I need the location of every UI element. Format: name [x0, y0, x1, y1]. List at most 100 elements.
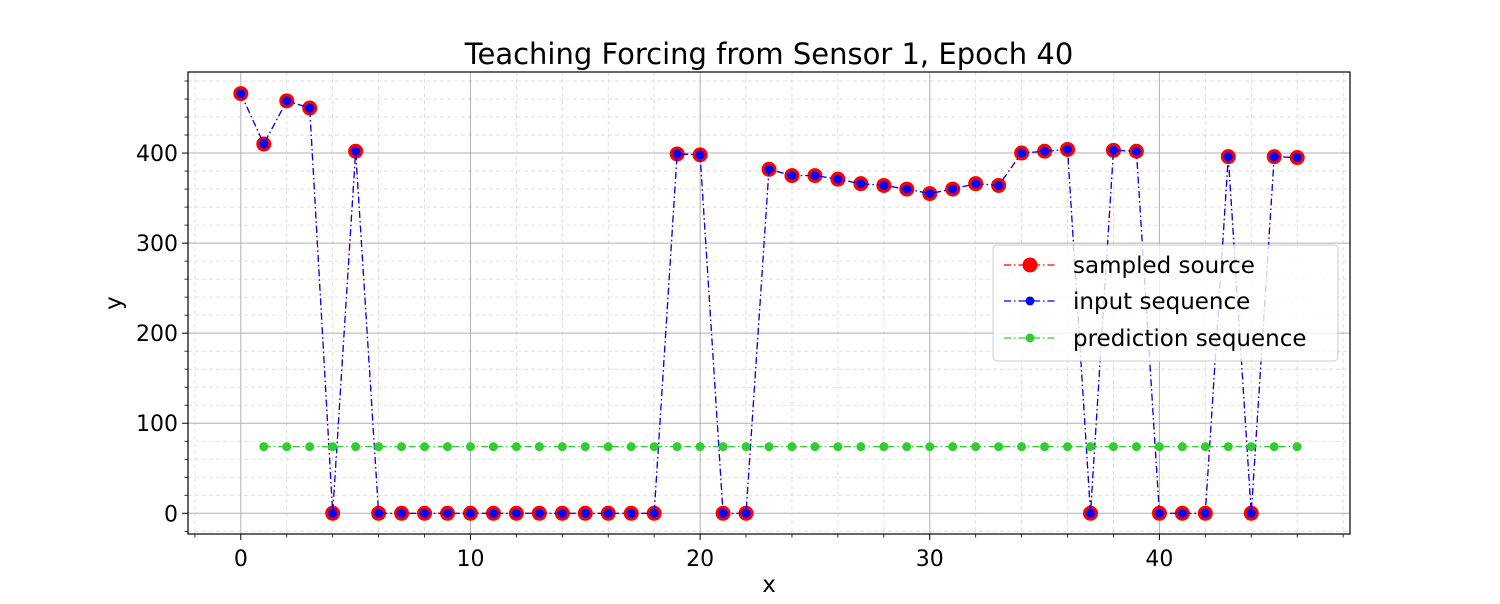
data-point-input-sequence — [787, 171, 797, 181]
data-point-input-sequence — [1131, 146, 1141, 156]
data-point-prediction-sequence — [1131, 442, 1141, 452]
data-point-input-sequence — [1086, 508, 1096, 518]
data-point-prediction-sequence — [649, 442, 659, 452]
legend-marker-prediction-sequence — [1025, 333, 1035, 343]
data-point-prediction-sequence — [488, 442, 498, 452]
data-point-input-sequence — [672, 149, 682, 159]
data-point-prediction-sequence — [856, 442, 866, 452]
data-point-input-sequence — [397, 508, 407, 518]
data-point-input-sequence — [948, 184, 958, 194]
y-tick-label: 200 — [136, 322, 178, 347]
data-point-input-sequence — [741, 508, 751, 518]
data-point-input-sequence — [1269, 152, 1279, 162]
data-point-prediction-sequence — [1108, 442, 1118, 452]
data-point-prediction-sequence — [397, 442, 407, 452]
data-point-input-sequence — [465, 508, 475, 518]
data-point-input-sequence — [879, 180, 889, 190]
data-point-prediction-sequence — [1177, 442, 1187, 452]
data-point-prediction-sequence — [902, 442, 912, 452]
data-point-prediction-sequence — [351, 442, 361, 452]
data-point-prediction-sequence — [764, 442, 774, 452]
data-point-prediction-sequence — [374, 442, 384, 452]
data-point-input-sequence — [557, 508, 567, 518]
data-point-input-sequence — [236, 89, 246, 99]
data-point-input-sequence — [534, 508, 544, 518]
legend-label-input-sequence: input sequence — [1073, 289, 1250, 315]
data-point-prediction-sequence — [1017, 442, 1027, 452]
y-tick-label: 100 — [136, 412, 178, 437]
data-point-input-sequence — [1108, 145, 1118, 155]
data-point-input-sequence — [1246, 508, 1256, 518]
data-point-prediction-sequence — [1200, 442, 1210, 452]
x-tick-label: 0 — [234, 547, 248, 572]
legend-marker-sampled-source — [1022, 257, 1038, 273]
legend-marker-input-sequence — [1025, 296, 1035, 306]
data-point-input-sequence — [971, 179, 981, 189]
series-prediction-sequence — [259, 442, 1302, 452]
data-point-prediction-sequence — [259, 442, 269, 452]
data-point-input-sequence — [764, 164, 774, 174]
data-point-input-sequence — [580, 508, 590, 518]
data-point-prediction-sequence — [994, 442, 1004, 452]
data-point-prediction-sequence — [787, 442, 797, 452]
legend-frame — [992, 244, 1339, 362]
data-point-prediction-sequence — [465, 442, 475, 452]
data-point-prediction-sequence — [1040, 442, 1050, 452]
y-tick-label: 0 — [164, 502, 178, 527]
data-point-input-sequence — [1223, 152, 1233, 162]
data-point-prediction-sequence — [695, 442, 705, 452]
data-point-input-sequence — [305, 103, 315, 113]
data-point-prediction-sequence — [1269, 442, 1279, 452]
data-point-input-sequence — [420, 508, 430, 518]
data-point-input-sequence — [649, 508, 659, 518]
data-point-input-sequence — [442, 508, 452, 518]
data-point-prediction-sequence — [741, 442, 751, 452]
y-axis-label: y — [101, 296, 127, 310]
data-point-prediction-sequence — [420, 442, 430, 452]
data-point-prediction-sequence — [971, 442, 981, 452]
data-point-input-sequence — [856, 179, 866, 189]
data-point-prediction-sequence — [833, 442, 843, 452]
y-tick-label: 400 — [136, 142, 178, 167]
data-point-input-sequence — [374, 508, 384, 518]
data-point-input-sequence — [603, 508, 613, 518]
data-point-input-sequence — [810, 171, 820, 181]
data-point-prediction-sequence — [1246, 442, 1256, 452]
data-point-input-sequence — [1292, 153, 1302, 163]
data-point-input-sequence — [1154, 508, 1164, 518]
data-point-prediction-sequence — [1292, 442, 1302, 452]
series-layer — [233, 86, 1305, 521]
data-point-prediction-sequence — [948, 442, 958, 452]
data-point-input-sequence — [259, 139, 269, 149]
series-input-sequence — [236, 89, 1302, 518]
data-point-prediction-sequence — [810, 442, 820, 452]
data-point-prediction-sequence — [1223, 442, 1233, 452]
data-point-input-sequence — [1177, 508, 1187, 518]
legend-label-sampled-source: sampled source — [1073, 253, 1255, 279]
data-point-prediction-sequence — [672, 442, 682, 452]
x-tick-label: 30 — [916, 547, 944, 572]
data-point-input-sequence — [695, 150, 705, 160]
data-point-prediction-sequence — [925, 442, 935, 452]
data-point-prediction-sequence — [580, 442, 590, 452]
x-tick-label: 10 — [456, 547, 484, 572]
data-point-input-sequence — [1040, 146, 1050, 156]
data-point-input-sequence — [511, 508, 521, 518]
data-point-input-sequence — [1017, 148, 1027, 158]
legend: sampled source input sequence prediction… — [992, 244, 1339, 362]
data-point-input-sequence — [925, 189, 935, 199]
data-point-prediction-sequence — [626, 442, 636, 452]
data-point-prediction-sequence — [282, 442, 292, 452]
data-point-input-sequence — [282, 96, 292, 106]
data-point-prediction-sequence — [1154, 442, 1164, 452]
data-point-input-sequence — [994, 180, 1004, 190]
plot-frame — [187, 71, 1351, 535]
data-point-prediction-sequence — [511, 442, 521, 452]
x-axis-label: x — [762, 572, 776, 598]
data-point-input-sequence — [1200, 508, 1210, 518]
data-point-prediction-sequence — [534, 442, 544, 452]
data-point-prediction-sequence — [879, 442, 889, 452]
